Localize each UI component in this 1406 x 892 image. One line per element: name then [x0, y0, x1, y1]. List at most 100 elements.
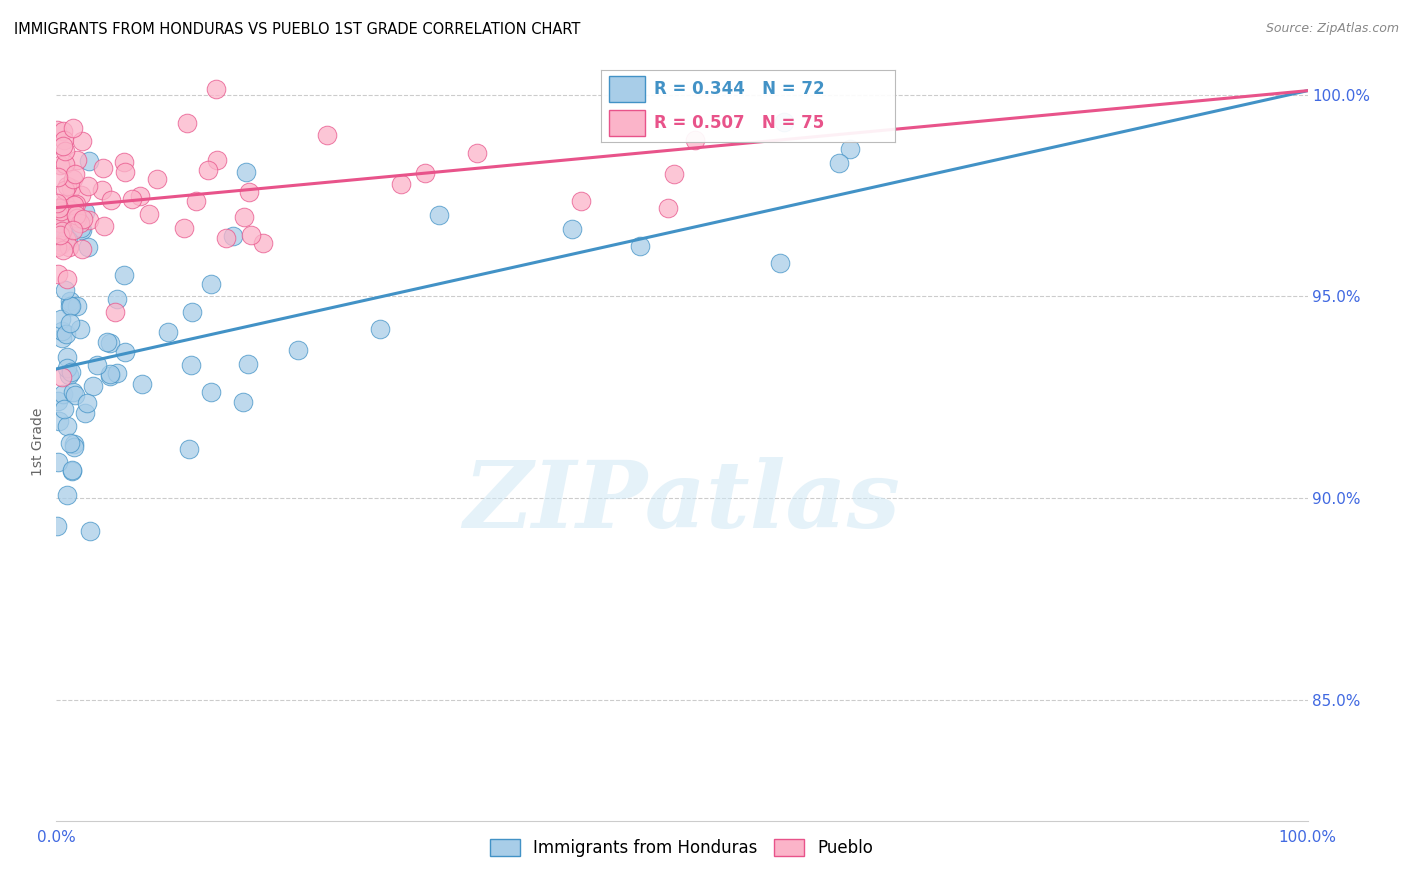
- Point: [70, 223, 93, 237]
- Point: [413, 165, 436, 179]
- Point: [59, 435, 82, 450]
- Point: [90, 183, 112, 197]
- Point: [53, 144, 76, 158]
- Point: [129, 188, 152, 202]
- Point: [52, 138, 75, 153]
- Point: [62, 223, 84, 237]
- Point: [62, 437, 84, 451]
- Point: [56, 179, 79, 194]
- Point: [59, 316, 82, 330]
- Point: [63, 440, 86, 454]
- Point: [180, 305, 202, 319]
- Point: [79, 213, 101, 227]
- Point: [49, 228, 72, 243]
- Point: [465, 146, 488, 161]
- Point: [427, 208, 450, 222]
- Point: [287, 343, 309, 357]
- Point: [48, 267, 70, 281]
- Point: [238, 357, 260, 371]
- Point: [52, 244, 75, 258]
- Point: [55, 419, 77, 434]
- Point: [46, 455, 69, 469]
- Point: [662, 167, 685, 181]
- Point: [215, 231, 238, 245]
- Point: [100, 368, 122, 383]
- Point: [75, 204, 97, 219]
- Point: [238, 186, 260, 200]
- Point: [628, 239, 651, 253]
- Point: [66, 153, 89, 167]
- Point: [66, 211, 89, 226]
- Text: IMMIGRANTS FROM HONDURAS VS PUEBLO 1ST GRADE CORRELATION CHART: IMMIGRANTS FROM HONDURAS VS PUEBLO 1ST G…: [14, 22, 581, 37]
- Point: [316, 128, 339, 142]
- Point: [58, 368, 80, 382]
- Point: [93, 219, 115, 233]
- Y-axis label: 1st Grade: 1st Grade: [31, 408, 45, 475]
- Point: [46, 394, 69, 409]
- Point: [240, 227, 263, 242]
- Point: [769, 255, 792, 269]
- Point: [46, 196, 69, 211]
- Point: [827, 156, 849, 170]
- Point: [86, 358, 108, 372]
- Point: [65, 388, 87, 402]
- Point: [62, 120, 84, 135]
- Point: [59, 293, 82, 308]
- Point: [51, 370, 73, 384]
- Point: [205, 82, 228, 96]
- Point: [65, 208, 87, 222]
- Point: [52, 227, 75, 241]
- Point: [51, 224, 73, 238]
- Point: [70, 220, 93, 235]
- Point: [105, 366, 128, 380]
- Point: [180, 358, 202, 372]
- Point: [53, 195, 76, 210]
- Point: [59, 202, 82, 217]
- Point: [232, 395, 254, 409]
- Point: [98, 368, 121, 382]
- Point: [100, 193, 122, 207]
- Point: [112, 268, 135, 282]
- Point: [59, 299, 82, 313]
- Point: [146, 172, 169, 186]
- Point: [222, 228, 245, 243]
- Point: [121, 192, 143, 206]
- Point: [46, 234, 69, 248]
- Point: [52, 387, 75, 401]
- Point: [389, 178, 412, 192]
- Point: [55, 326, 77, 341]
- Point: [48, 201, 70, 215]
- Point: [72, 134, 94, 148]
- Point: [200, 384, 222, 399]
- Point: [46, 205, 69, 219]
- Point: [60, 463, 83, 477]
- Point: [569, 194, 592, 209]
- Point: [58, 240, 80, 254]
- Point: [60, 299, 83, 313]
- Point: [112, 155, 135, 169]
- Point: [53, 283, 76, 297]
- Point: [79, 524, 101, 538]
- Point: [186, 194, 208, 208]
- Point: [55, 272, 77, 286]
- Point: [114, 344, 136, 359]
- Point: [157, 326, 180, 340]
- Point: [77, 154, 100, 169]
- Point: [49, 237, 72, 252]
- Point: [98, 336, 121, 351]
- Point: [76, 240, 98, 254]
- Point: [55, 232, 77, 246]
- Point: [49, 216, 72, 230]
- Point: [65, 167, 87, 181]
- Point: [235, 165, 257, 179]
- Point: [72, 212, 94, 227]
- Point: [53, 183, 76, 197]
- Point: [62, 384, 84, 399]
- Point: [59, 365, 82, 379]
- Point: [77, 178, 100, 193]
- Point: [66, 299, 89, 313]
- Point: [73, 406, 96, 420]
- Point: [176, 116, 198, 130]
- Point: [62, 198, 84, 212]
- Point: [70, 242, 93, 256]
